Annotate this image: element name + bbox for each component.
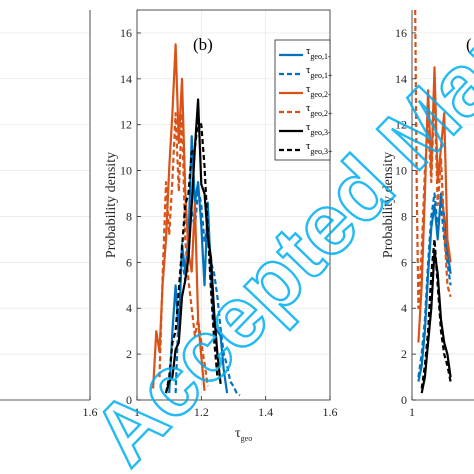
legend-entry: τgeo,1+	[306, 64, 333, 80]
panel-a-x-ticks: 1.41.6	[83, 396, 98, 419]
series-line-3	[152, 43, 206, 391]
y-tick-label: 4	[401, 301, 407, 315]
panel-b-x-ticks: 1 1.2 1.4 1.6	[134, 396, 338, 419]
panel-b-y-ticks: 0 2 4 6 8 10 12 14 16	[120, 26, 141, 407]
legend-entry-sub: geo,2+	[310, 109, 333, 118]
y-tick-label: 10	[395, 164, 407, 178]
x-axis-label-sub: geo	[241, 434, 253, 443]
legend-entry-main: τ	[306, 45, 311, 57]
y-tick-label: 10	[120, 164, 132, 178]
y-tick-label: 8	[401, 209, 407, 223]
legend-entry: τgeo,2-	[306, 83, 331, 99]
y-tick-label: 16	[120, 26, 132, 40]
legend-entry: τgeo,3+	[306, 140, 333, 156]
legend-entry-sub: geo,3+	[310, 147, 333, 156]
y-tick-label: 14	[395, 72, 407, 86]
legend-entry-main: τ	[306, 140, 311, 152]
y-tick-label: 6	[126, 255, 132, 269]
y-tick-label: 8	[126, 209, 132, 223]
panel-a-plot: 1.41.6	[0, 10, 98, 419]
panel-b-plot: 0 2 4 6 8 10 12 14 16 1 1.2 1.4 1.6 Probability den…	[104, 9, 338, 419]
legend-entry-sub: geo,2-	[310, 90, 331, 99]
series-line-6	[420, 238, 452, 389]
series-line-4	[414, 10, 452, 310]
series-line-4	[158, 112, 209, 387]
y-tick-label: 2	[401, 347, 407, 361]
x-tick-label: 1.2	[194, 405, 209, 419]
panel-c-y-axis-label: Probability density	[381, 152, 396, 258]
legend-entry-sub: geo,1+	[310, 71, 333, 80]
legend-entry: τgeo,2+	[306, 102, 333, 118]
y-tick-label: 0	[401, 393, 407, 407]
panel-c-x-ticks: 1	[409, 396, 415, 419]
panel-b-y-axis-label: Probability density	[104, 152, 119, 258]
x-axis-label: τgeo	[235, 426, 252, 443]
x-tick-label: 1	[134, 405, 140, 419]
series-line-5	[164, 98, 222, 394]
legend-entry-sub: geo,1-	[310, 52, 331, 61]
y-tick-label: 2	[126, 347, 132, 361]
legend-entry-main: τ	[306, 64, 311, 76]
legend-entry-main: τ	[306, 102, 311, 114]
panel-c-plot: 0 2 4 6 8 10 12 14 16 1 Probability density (	[381, 10, 474, 419]
series-line-3	[417, 66, 452, 343]
y-tick-label: 4	[126, 301, 132, 315]
y-tick-label: 0	[126, 393, 132, 407]
panel-a-grid	[0, 10, 90, 400]
panel-b-legend: τgeo,1-τgeo,1+τgeo,2-τgeo,2+τgeo,3-τgeo,…	[274, 39, 333, 161]
x-tick-label: 1.4	[258, 405, 273, 419]
x-tick-label: 1.6	[83, 405, 98, 419]
watermark: Accepted Manuscript	[75, 0, 474, 474]
y-tick-label: 12	[395, 118, 407, 132]
panel-b-frame	[136, 9, 331, 401]
x-axis-label-main: τ	[235, 426, 241, 441]
y-tick-label: 16	[395, 26, 407, 40]
legend-entry: τgeo,3-	[306, 121, 331, 137]
y-tick-label: 12	[120, 118, 132, 132]
panel-b-label: (b)	[193, 35, 213, 54]
x-tick-label: 1.6	[323, 405, 338, 419]
legend-box	[274, 39, 331, 161]
panel-c-label: (	[466, 35, 472, 54]
series-line-6	[164, 118, 219, 394]
series-line-2	[174, 187, 241, 397]
panel-c-y-ticks: 0 2 4 6 8 10 12 14 16	[395, 26, 416, 407]
x-tick-label: 1	[409, 405, 415, 419]
y-tick-label: 6	[401, 255, 407, 269]
legend-entry-main: τ	[306, 121, 311, 133]
legend-entry-main: τ	[306, 83, 311, 95]
legend-entry-sub: geo,3-	[310, 128, 331, 137]
y-tick-label: 14	[120, 72, 132, 86]
panel-c-series	[414, 10, 452, 394]
panel-b-series	[152, 43, 241, 397]
legend-entry: τgeo,1-	[306, 45, 331, 61]
